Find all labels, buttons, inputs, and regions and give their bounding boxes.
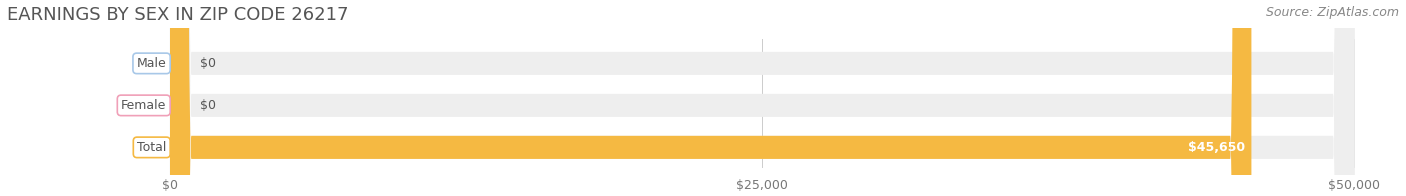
- FancyBboxPatch shape: [170, 0, 1354, 196]
- FancyBboxPatch shape: [170, 0, 1354, 196]
- Text: $0: $0: [200, 57, 215, 70]
- Text: EARNINGS BY SEX IN ZIP CODE 26217: EARNINGS BY SEX IN ZIP CODE 26217: [7, 6, 349, 24]
- Text: Female: Female: [121, 99, 166, 112]
- Text: $45,650: $45,650: [1188, 141, 1246, 154]
- Text: $0: $0: [200, 99, 215, 112]
- FancyBboxPatch shape: [170, 0, 1251, 196]
- Text: Source: ZipAtlas.com: Source: ZipAtlas.com: [1265, 6, 1399, 19]
- Text: Male: Male: [136, 57, 166, 70]
- Text: Total: Total: [136, 141, 166, 154]
- FancyBboxPatch shape: [170, 0, 1354, 196]
